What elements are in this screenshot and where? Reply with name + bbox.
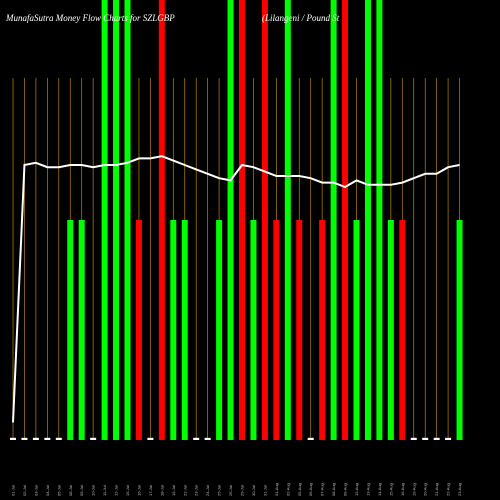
x-tick-label: 18-Jul <box>159 485 164 496</box>
x-tick-label: 23-Aug <box>457 483 462 496</box>
bar-01-Aug <box>273 220 280 440</box>
bar-13-Aug <box>364 0 371 440</box>
x-tick-label: 26-Jul <box>228 485 233 496</box>
bar-12-Jul <box>113 0 120 440</box>
x-tick-label: 20-Aug <box>423 483 428 496</box>
bar-29-Jul <box>239 0 245 440</box>
bar-07-Aug <box>319 220 326 440</box>
x-tick-label: 16-Aug <box>400 483 405 496</box>
x-tick-label: 12-Jul <box>114 485 119 496</box>
bar-12-Aug <box>353 220 360 440</box>
bar-20-Aug <box>422 437 429 440</box>
x-tick-label: 09-Aug <box>343 483 348 496</box>
x-tick-label: 06-Aug <box>308 483 313 496</box>
x-tick-label: 01-Aug <box>274 483 279 496</box>
x-tick-label: 25-Jul <box>217 485 222 496</box>
bar-19-Aug <box>410 437 417 440</box>
x-tick-label: 14-Aug <box>377 483 382 496</box>
x-tick-label: 01-Jul <box>11 485 16 496</box>
x-tick-label: 24-Jul <box>205 485 210 496</box>
chart-title: MunafaSutra Money Flow Charts for SZLGBP <box>5 13 175 23</box>
money-flow-line <box>12 155 460 423</box>
bar-11-Jul <box>101 0 108 440</box>
bar-05-Aug <box>296 220 303 440</box>
x-tick-label: 09-Jul <box>79 485 84 496</box>
chart-subtitle: (Lilangeni / Pound St <box>262 13 340 23</box>
bar-15-Jul <box>124 0 131 440</box>
bar-04-Jul <box>44 437 51 440</box>
x-tick-label: 10-Jul <box>91 485 96 496</box>
bar-03-Jul <box>32 437 39 440</box>
x-tick-label: 23-Jul <box>194 485 199 496</box>
bar-02-Aug <box>284 0 291 440</box>
x-tick-label: 15-Jul <box>125 485 130 496</box>
bar-10-Jul <box>90 437 97 440</box>
x-tick-labels: 01-Jul 02-Jul 03-Jul 04-Jul 05-Jul 08-Jul 09-J… <box>11 483 463 496</box>
bar-21-Aug <box>433 437 440 440</box>
x-tick-label: 02-Aug <box>285 483 290 496</box>
bar-26-Jul <box>227 0 234 440</box>
x-tick-label: 22-Jul <box>182 485 187 496</box>
x-tick-label: 16-Jul <box>136 485 141 496</box>
bar-15-Aug <box>387 220 394 440</box>
x-tick-label: 21-Aug <box>434 483 439 496</box>
bar-17-Jul <box>147 437 154 440</box>
x-tick-label: 22-Aug <box>446 483 451 496</box>
bar-22-Jul <box>181 220 188 440</box>
bar-30-Jul <box>250 220 257 440</box>
bar-14-Aug <box>376 0 383 440</box>
x-tick-label: 08-Aug <box>331 483 336 496</box>
x-tick-label: 19-Jul <box>171 485 176 496</box>
bar-24-Jul <box>204 437 211 440</box>
bar-09-Jul <box>78 220 85 440</box>
x-tick-label: 08-Jul <box>68 485 73 496</box>
bar-23-Aug <box>456 220 463 440</box>
bar-16-Jul <box>135 220 142 440</box>
bar-05-Jul <box>55 437 62 440</box>
bar-23-Jul <box>193 437 200 440</box>
bar-08-Aug <box>330 0 337 440</box>
bar-31-Jul <box>261 0 268 440</box>
x-tick-label: 11-Jul <box>102 485 107 496</box>
x-tick-label: 03-Jul <box>33 485 38 496</box>
bar-series <box>10 0 463 440</box>
bar-18-Jul <box>158 0 165 440</box>
x-tick-label: 17-Jul <box>148 485 153 496</box>
bar-06-Aug <box>307 437 314 440</box>
x-tick-label: 31-Jul <box>262 485 267 496</box>
bar-08-Jul <box>67 220 74 440</box>
x-tick-label: 07-Aug <box>320 483 325 496</box>
bar-09-Aug <box>342 0 349 440</box>
x-tick-label: 02-Jul <box>22 485 27 496</box>
x-tick-label: 05-Aug <box>297 483 302 496</box>
bar-16-Aug <box>399 220 406 440</box>
x-tick-label: 05-Jul <box>56 485 61 496</box>
x-tick-label: 04-Jul <box>45 485 50 496</box>
bar-01-Jul <box>10 437 16 440</box>
bar-25-Jul <box>216 220 223 440</box>
x-tick-label: 29-Jul <box>240 485 245 496</box>
bar-19-Jul <box>170 220 177 440</box>
x-tick-label: 19-Aug <box>411 483 416 496</box>
bar-02-Jul <box>21 437 28 440</box>
x-tick-label: 13-Aug <box>365 483 370 496</box>
x-tick-label: 15-Aug <box>388 483 393 496</box>
bar-22-Aug <box>445 437 452 440</box>
x-tick-label: 12-Aug <box>354 483 359 496</box>
x-tick-label: 30-Jul <box>251 485 256 496</box>
